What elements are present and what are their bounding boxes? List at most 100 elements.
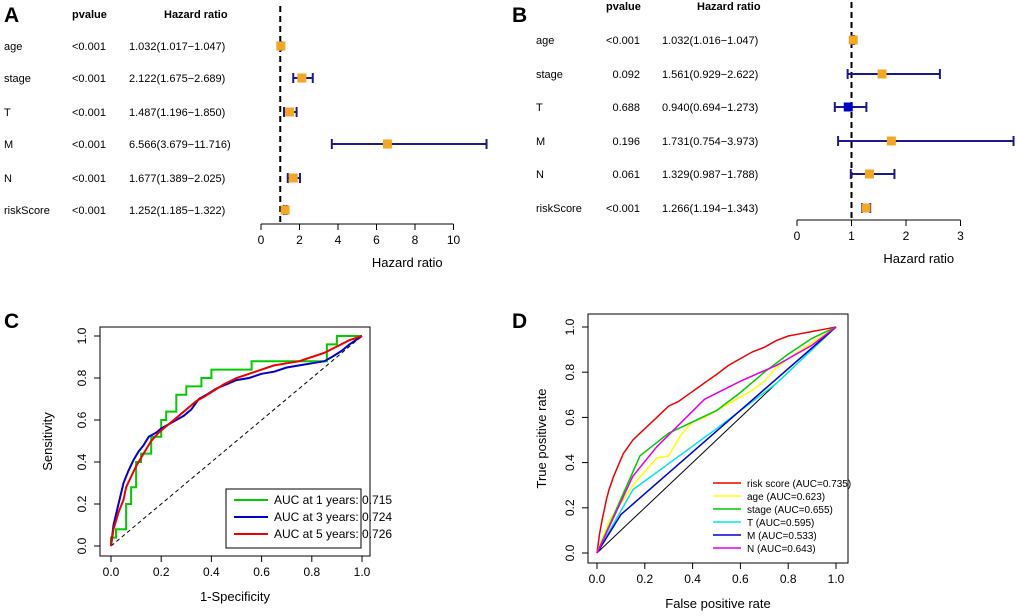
- x-tick-label: 10: [447, 233, 461, 247]
- y-tick-label: 0.4: [75, 453, 89, 470]
- row-hr-text: 1.487(1.196−1.850): [129, 107, 225, 119]
- hr-point: [276, 41, 286, 51]
- row-name: T: [4, 107, 11, 119]
- row-name: riskScore: [4, 205, 50, 217]
- row-name: age: [4, 41, 22, 53]
- hr-point: [285, 107, 295, 117]
- row-pvalue: 0.196: [612, 136, 640, 148]
- hr-point: [382, 139, 392, 149]
- row-name: riskScore: [536, 203, 582, 215]
- x-tick-label: 0.8: [780, 572, 797, 586]
- row-name: N: [4, 173, 12, 185]
- row-name: stage: [536, 69, 563, 81]
- plot-frame: [587, 313, 849, 564]
- hr-point: [861, 203, 871, 213]
- row-name: M: [4, 139, 13, 151]
- row-pvalue: <0.001: [72, 139, 106, 151]
- legend-label: AUC at 1 years: 0.715: [274, 493, 392, 507]
- legend-label: N (AUC=0.643): [747, 544, 816, 555]
- row-hr-text: 1.252(1.185−1.322): [129, 205, 225, 217]
- forest-a-pvalue-header: pvalue: [72, 9, 107, 21]
- roc-curve-1: [110, 335, 363, 547]
- row-hr-text: 6.566(3.679−11.716): [129, 139, 231, 151]
- row-pvalue: <0.001: [72, 205, 106, 217]
- y-tick-label: 0.8: [563, 364, 577, 381]
- row-name: age: [536, 35, 554, 47]
- legend-box: [225, 488, 362, 549]
- y-tick-label: 0.8: [75, 369, 89, 386]
- x-axis-title: Hazard ratio: [372, 255, 443, 270]
- roc-curve-3: [596, 326, 837, 554]
- roc-curve-2: [110, 335, 363, 547]
- hr-point: [877, 69, 887, 79]
- row-hr-text: 1.032(1.017−1.047): [129, 41, 225, 53]
- row-pvalue: 0.688: [612, 102, 640, 114]
- x-tick-label: 0: [794, 229, 801, 243]
- x-axis-title: Hazard ratio: [883, 251, 954, 266]
- row-hr-text: 1.677(1.389−2.025): [129, 173, 225, 185]
- row-hr-text: 1.329(0.987−1.788): [662, 169, 758, 181]
- y-tick-label: 0.6: [563, 409, 577, 426]
- legend-label: stage (AUC=0.655): [747, 505, 833, 516]
- plot-frame: [99, 326, 371, 557]
- row-pvalue: 0.092: [612, 69, 640, 81]
- row-pvalue: <0.001: [606, 203, 640, 215]
- x-tick-label: 0.0: [103, 565, 120, 579]
- x-tick-label: 3: [957, 229, 964, 243]
- roc-curve-2: [596, 326, 837, 554]
- x-tick-label: 6: [373, 233, 380, 247]
- row-pvalue: 0.061: [612, 169, 640, 181]
- x-tick-label: 0.8: [303, 565, 320, 579]
- forest-b-hr-header: Hazard ratio: [697, 1, 761, 13]
- x-tick-label: 0: [258, 233, 265, 247]
- roc-plot-d: 0.0 0.2 0.4 0.6 0.8 1.0 0.0 0.2 0.4 0.6 0.8 1.0 Fals…: [534, 313, 851, 611]
- row-hr-text: 1.032(1.016−1.047): [662, 35, 758, 47]
- panel-label-d: D: [512, 310, 527, 333]
- diagonal-reference: [110, 335, 363, 547]
- x-tick-label: 4: [335, 233, 342, 247]
- x-tick-label: 1: [848, 229, 855, 243]
- row-pvalue: <0.001: [72, 41, 106, 53]
- row-hr-text: 0.940(0.694−1.273): [662, 102, 758, 114]
- x-tick-label: 0.6: [732, 572, 749, 586]
- row-pvalue: <0.001: [72, 173, 106, 185]
- x-tick-label: 2: [296, 233, 303, 247]
- roc-plot-c: 0.0 0.2 0.4 0.6 0.8 1.0 0.0 0.2 0.4 0.6 0.8 1.0 1-Sp…: [40, 326, 392, 604]
- x-tick-label: 2: [903, 229, 910, 243]
- roc-curve-5: [596, 326, 837, 554]
- legend-label: age (AUC=0.623): [747, 492, 825, 503]
- x-tick-label: 0.4: [203, 565, 220, 579]
- y-tick-label: 0.0: [75, 537, 89, 554]
- roc-curve-0: [596, 326, 837, 554]
- hr-point: [280, 205, 290, 215]
- x-tick-label: 0.2: [636, 572, 653, 586]
- hr-point: [843, 102, 853, 112]
- forest-b-pvalue-header: pvalue: [606, 1, 641, 13]
- row-hr-text: 2.122(1.675−2.689): [129, 73, 225, 85]
- hr-point: [848, 35, 858, 45]
- y-tick-label: 0.6: [75, 411, 89, 428]
- legend-box: [704, 474, 846, 561]
- panel-label-a: A: [4, 4, 19, 27]
- legend-label: AUC at 3 years: 0.724: [274, 510, 392, 524]
- legend-label: risk score (AUC=0.735): [747, 479, 851, 490]
- x-axis-title: 1-Specificity: [200, 589, 271, 604]
- row-pvalue: <0.001: [72, 73, 106, 85]
- x-tick-label: 0.4: [684, 572, 701, 586]
- row-hr-text: 1.266(1.194−1.343): [662, 203, 758, 215]
- x-tick-label: 0.0: [589, 572, 606, 586]
- x-tick-label: 1.0: [828, 572, 845, 586]
- x-tick-label: 0.6: [253, 565, 270, 579]
- legend-label: T (AUC=0.595): [747, 518, 814, 529]
- y-tick-label: 0.2: [75, 495, 89, 512]
- hr-point: [886, 136, 896, 146]
- row-hr-text: 1.561(0.929−2.622): [662, 69, 758, 81]
- hr-point: [288, 173, 298, 183]
- hr-point: [297, 73, 307, 83]
- legend-label: AUC at 5 years: 0.726: [274, 527, 392, 541]
- forest-a-hr-header: Hazard ratio: [164, 9, 228, 21]
- row-pvalue: <0.001: [72, 107, 106, 119]
- y-tick-label: 1.0: [563, 318, 577, 335]
